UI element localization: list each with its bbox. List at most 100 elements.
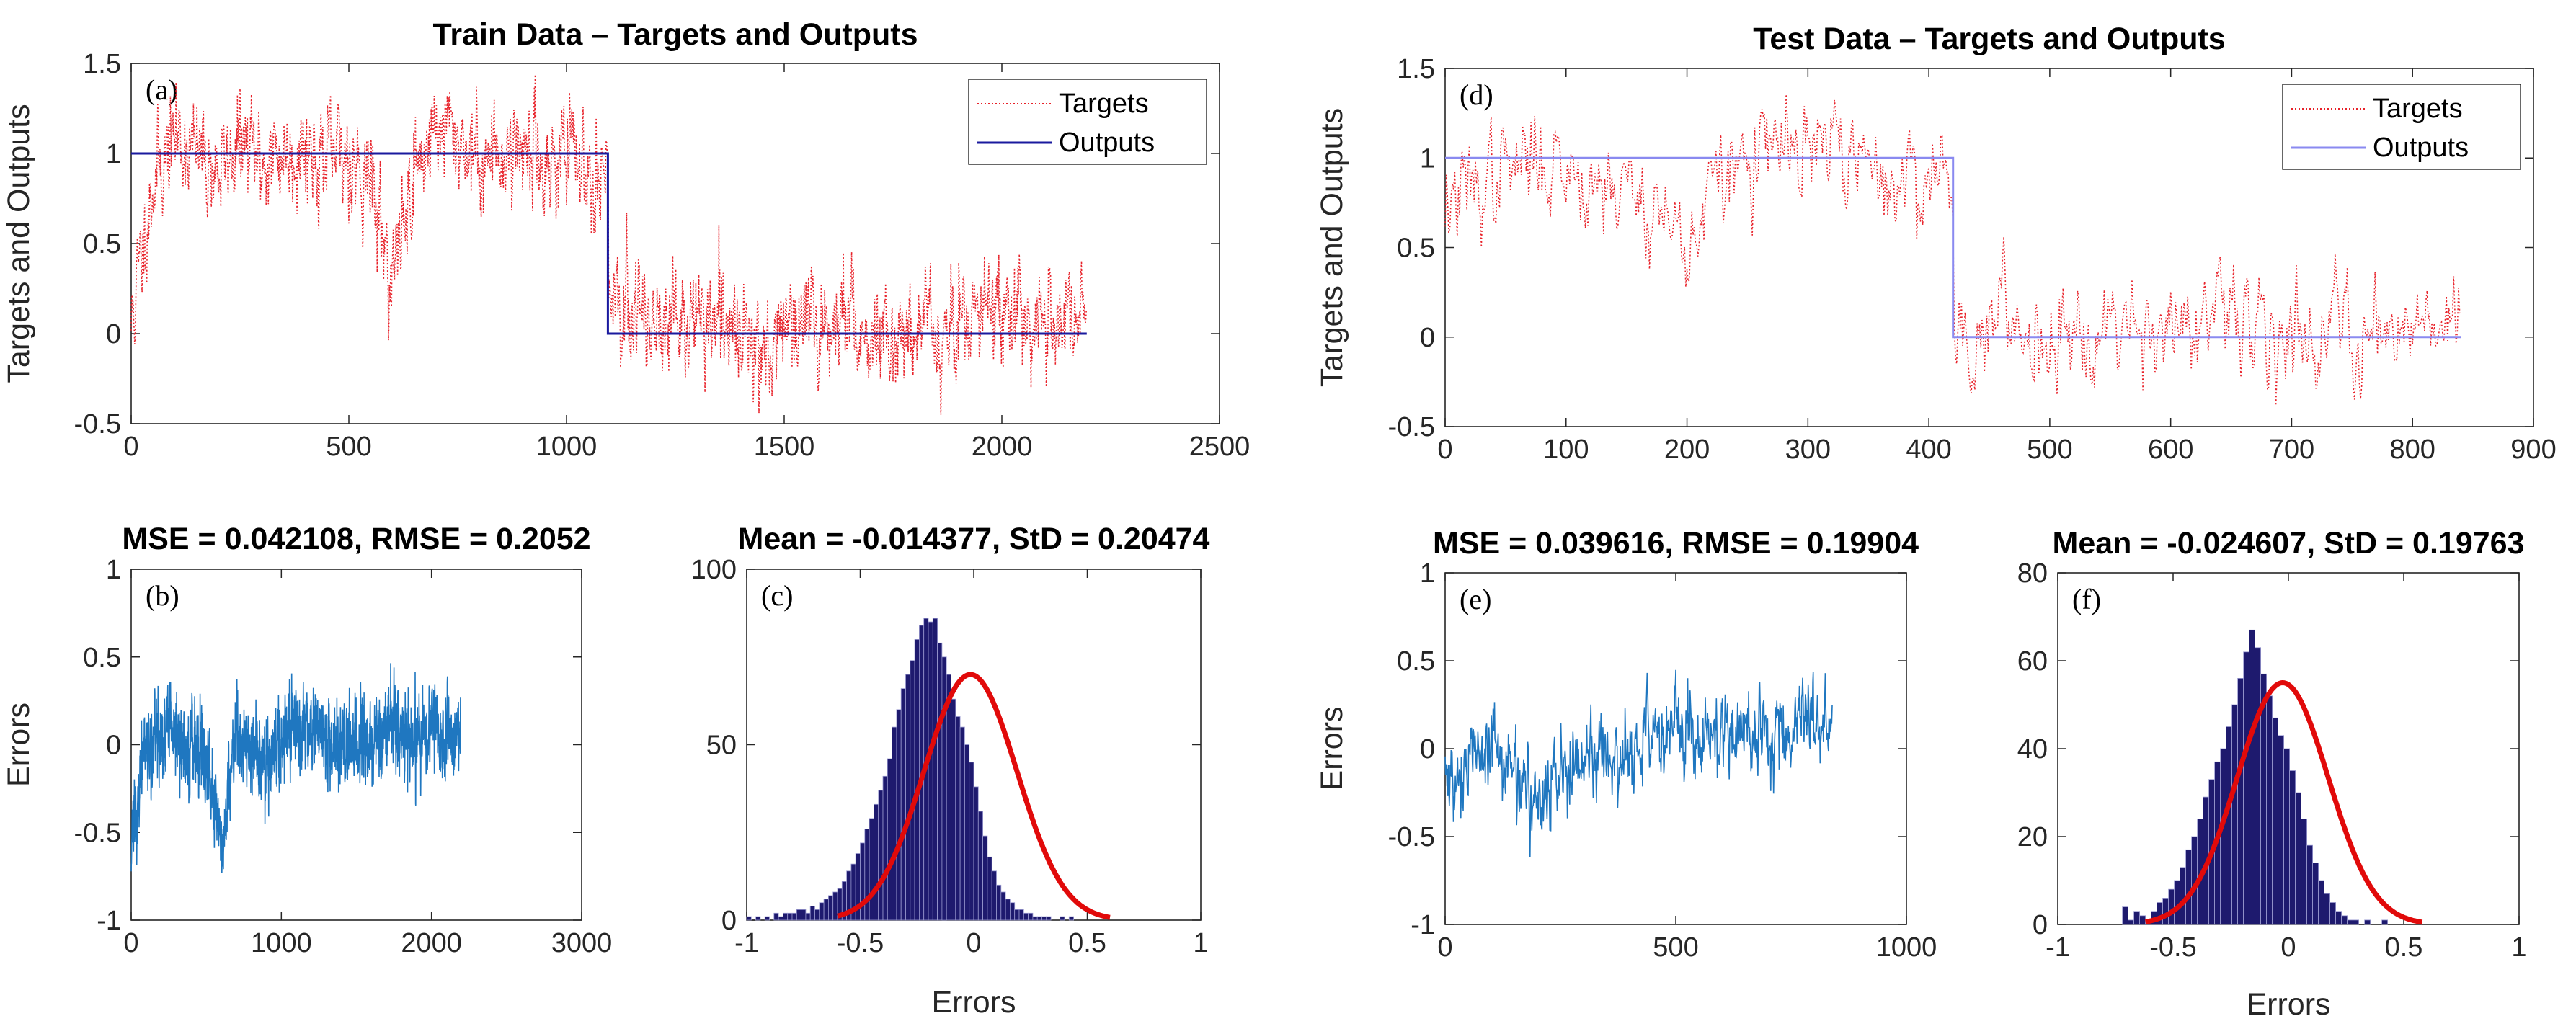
y-tick-label: 1: [1420, 558, 1435, 589]
histogram-bar: [991, 870, 997, 921]
histogram-bar: [778, 916, 783, 921]
x-tick-label: 1500: [754, 432, 815, 462]
chart-title-e: MSE = 0.039616, RMSE = 0.19904: [1433, 526, 1919, 561]
y-tick-label: 0.5: [83, 643, 121, 673]
histogram-bar: [2318, 880, 2325, 925]
histogram-bar: [1023, 912, 1029, 921]
legend-label-targets: Targets: [2373, 94, 2463, 124]
chart-title-f: Mean = -0.024607, StD = 0.19763: [2053, 526, 2525, 561]
y-tick-label: 60: [2017, 646, 2048, 677]
histogram-bar: [959, 726, 965, 921]
histogram-bar: [874, 803, 879, 921]
histogram-bar: [2139, 915, 2146, 925]
x-tick-label: 500: [1653, 932, 1698, 963]
x-tick-label: 3000: [551, 928, 613, 958]
x-tick-label: 500: [326, 432, 371, 462]
histogram-bar: [819, 902, 825, 921]
histogram-bar: [809, 906, 815, 921]
y-axis-label-a: Targets and Outputs: [1, 104, 36, 383]
x-tick-label: 2500: [1189, 432, 1251, 462]
x-tick-label: -1: [734, 928, 759, 958]
y-tick-label: 1.5: [83, 49, 121, 79]
histogram-bar: [964, 744, 970, 921]
histogram-bar: [2220, 748, 2227, 925]
histogram-bar: [2249, 629, 2256, 925]
normal-fit-curve-f: [2144, 680, 2424, 925]
histogram-bar: [864, 829, 870, 921]
panel-letter-e: (e): [1460, 583, 1491, 615]
y-axis-label-e: Errors: [1315, 706, 1349, 790]
histogram-bar: [1000, 891, 1006, 921]
y-tick-label: 1: [106, 139, 121, 169]
histogram-bar: [900, 688, 906, 921]
histogram-bar: [2347, 919, 2354, 925]
legend-box: [2282, 84, 2521, 170]
histogram-bar: [2226, 726, 2233, 925]
histogram-bar: [882, 775, 888, 921]
histogram-bar: [887, 758, 893, 921]
x-tick-label: 0: [123, 432, 138, 462]
panel-letter-d: (d): [1460, 79, 1493, 111]
x-tick-label: 0: [123, 928, 138, 958]
y-tick-label: 0.5: [1397, 646, 1435, 677]
x-tick-label: 0: [2280, 932, 2296, 963]
x-tick-label: 0: [966, 928, 981, 958]
histogram-bar: [2381, 919, 2389, 925]
x-tick-label: 200: [1664, 434, 1710, 465]
panel-letter-c: (c): [761, 579, 793, 612]
x-tick-label: 0.5: [1068, 928, 1106, 958]
legend-a: Targets Outputs: [968, 79, 1207, 165]
x-axis-label-f: Errors: [2246, 987, 2330, 1022]
histogram-bar: [791, 912, 797, 921]
histogram-bar: [860, 842, 866, 921]
histogram-bar: [1018, 909, 1024, 921]
series-errors: [130, 663, 461, 873]
histogram-bar: [2306, 844, 2314, 925]
x-tick-label: -0.5: [837, 928, 884, 958]
histogram-bar: [951, 698, 956, 921]
y-tick-label: -0.5: [74, 409, 121, 440]
x-tick-label: 0: [1437, 434, 1452, 465]
x-tick-label: 1: [2511, 932, 2526, 963]
y-axis-label-b: Errors: [1, 703, 36, 787]
histogram-bar: [1028, 912, 1034, 921]
histogram-bar: [805, 912, 811, 921]
histogram-bar: [2364, 919, 2371, 925]
histogram-bar: [1010, 902, 1016, 921]
y-tick-label: -0.5: [1388, 822, 1435, 852]
histogram-bar: [2162, 898, 2169, 925]
histogram-bar: [896, 709, 902, 921]
legend-label-targets: Targets: [1059, 89, 1149, 119]
histogram-bar: [955, 716, 961, 921]
histogram-bar: [828, 895, 834, 921]
axes-box-e: [1444, 572, 1907, 925]
series-outputs: [1445, 156, 2461, 339]
panel-letter-b: (b): [146, 579, 179, 612]
series-outputs: [131, 152, 1087, 335]
histogram-bar: [1046, 916, 1052, 921]
chart-title-d: Test Data – Targets and Outputs: [1753, 22, 2225, 56]
histogram-bar: [996, 884, 1002, 921]
chart-title-c: Mean = -0.014377, StD = 0.20474: [738, 522, 1210, 556]
y-tick-label: 0: [2033, 910, 2048, 940]
y-tick-label: -1: [97, 906, 121, 936]
histogram-bars-f: [2122, 629, 2389, 925]
histogram-bar: [892, 726, 897, 921]
histogram-bar: [1068, 916, 1075, 921]
histogram-bar: [2329, 902, 2337, 925]
histogram-bar: [2133, 911, 2141, 925]
histogram-bar: [2341, 915, 2348, 925]
histogram-bar: [2353, 919, 2360, 925]
histogram-bar: [2237, 678, 2244, 925]
histogram-bar: [796, 909, 802, 921]
x-tick-label: 0.5: [2385, 932, 2423, 963]
x-tick-label: 1000: [1876, 932, 1937, 963]
y-tick-label: 0: [1420, 734, 1435, 765]
histogram-bar: [2283, 748, 2291, 925]
histogram-bar: [755, 916, 761, 921]
y-tick-label: 1: [1420, 143, 1435, 174]
y-tick-label: -0.5: [74, 818, 121, 848]
